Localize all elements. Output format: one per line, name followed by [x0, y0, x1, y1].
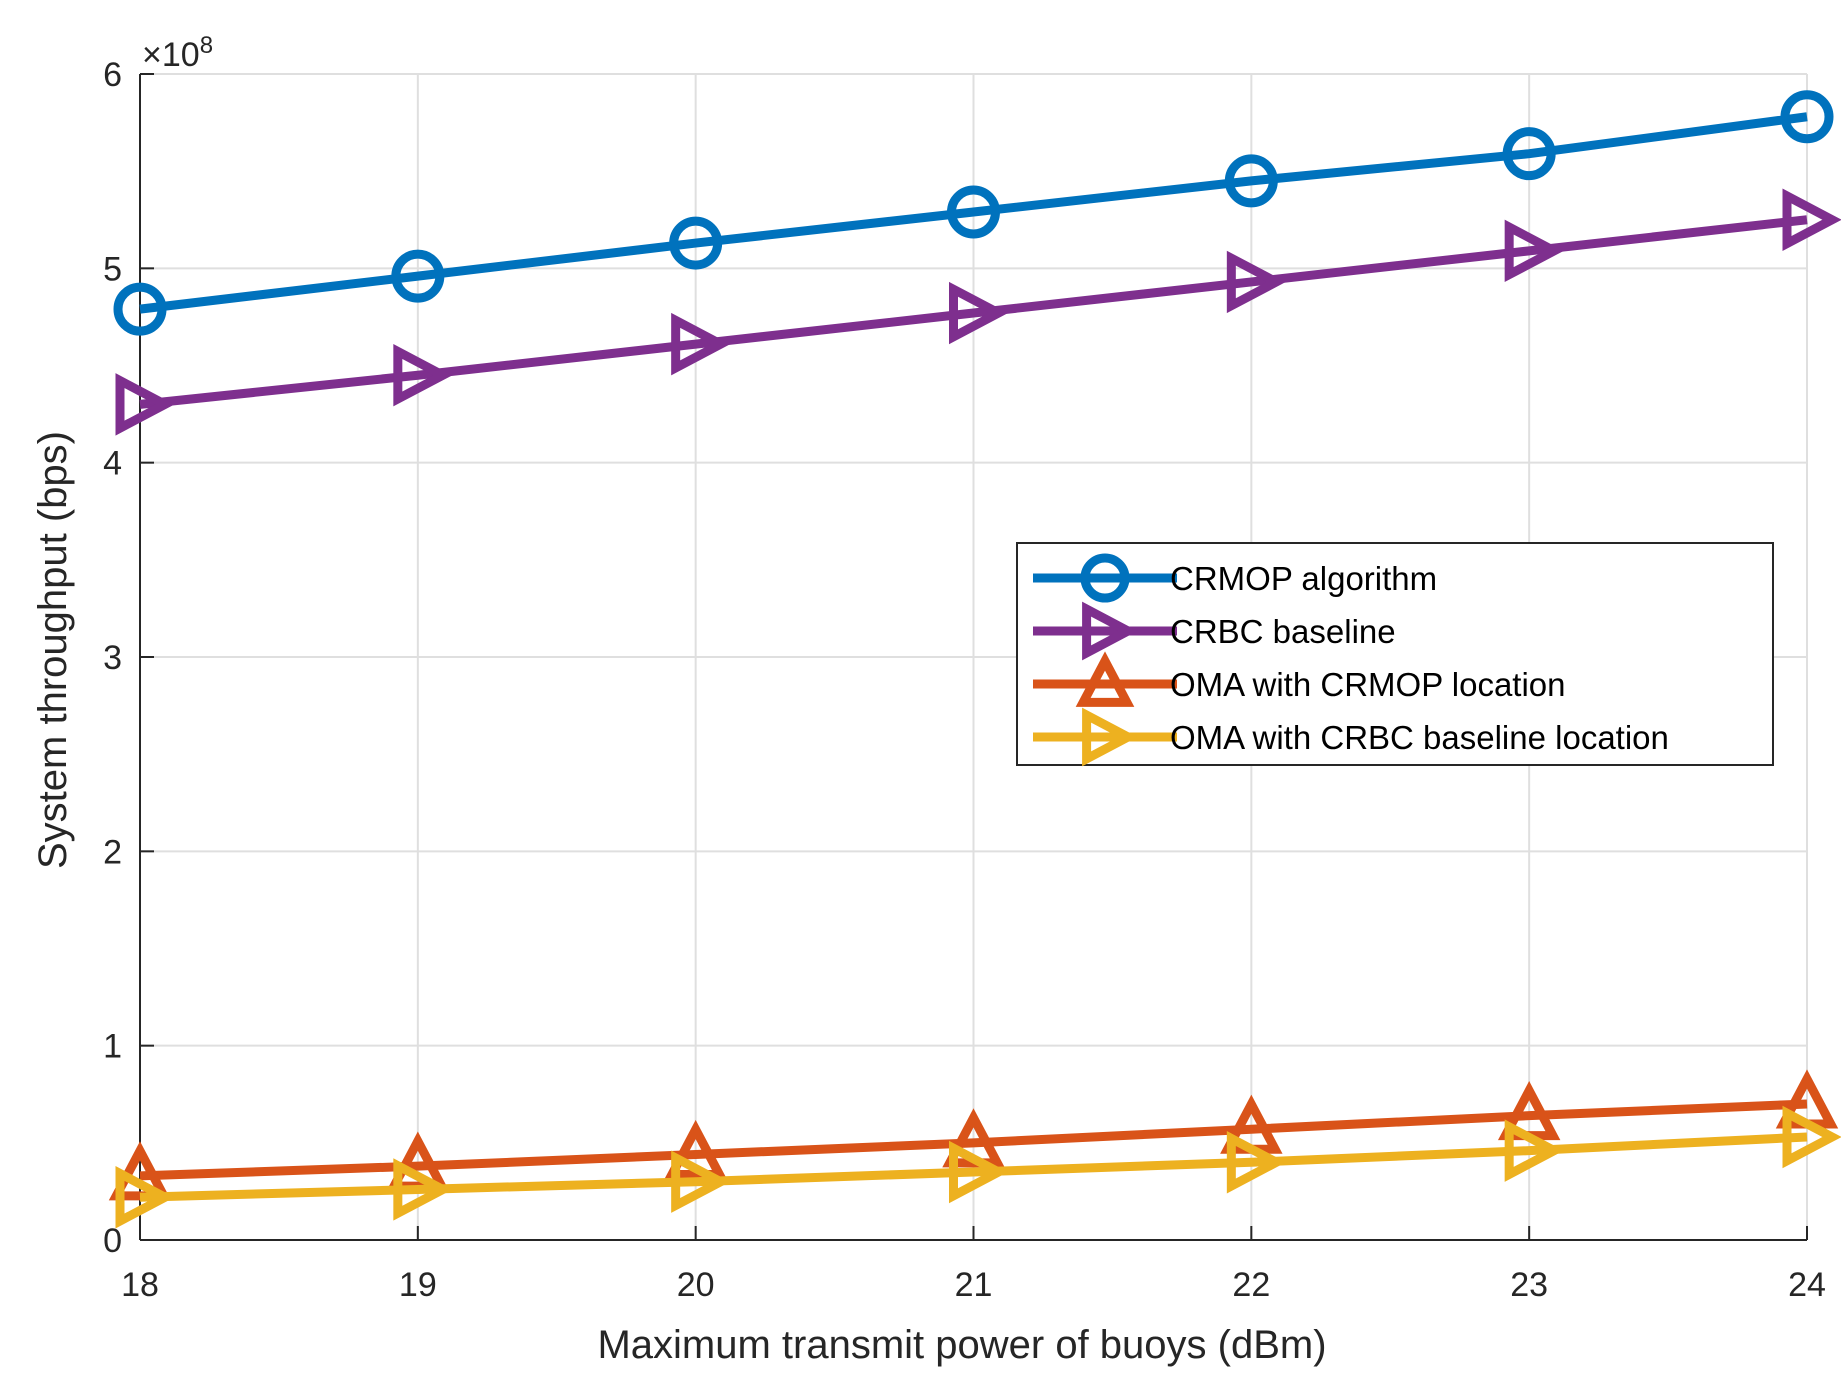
legend-label: OMA with CRBC baseline location — [1170, 719, 1669, 756]
legend-label: CRBC baseline — [1170, 613, 1396, 650]
y-tick-label: 0 — [103, 1222, 122, 1260]
legend-marker — [1082, 707, 1138, 767]
legend-marker — [1080, 553, 1130, 603]
legend-marker — [1082, 601, 1138, 661]
series-line — [139, 215, 1808, 409]
data-point — [115, 1166, 175, 1229]
x-tick-label: 18 — [121, 1266, 159, 1304]
data-point — [113, 282, 167, 336]
y-tick-label: 2 — [103, 833, 122, 871]
legend-marker — [1075, 651, 1135, 707]
data-point — [1504, 1119, 1564, 1182]
legend: CRMOP algorithm CRBC baseline OMA with CRM… — [1016, 542, 1774, 767]
x-tick-label: 24 — [1788, 1266, 1826, 1304]
data-point — [949, 281, 1009, 345]
data-point — [391, 249, 445, 303]
y-exponent-base: ×10 — [142, 36, 200, 74]
y-tick-labels: 0 1 2 3 4 5 6 — [103, 56, 122, 1260]
x-axis-label: Maximum transmit power of buoys (dBm) — [597, 1323, 1326, 1367]
y-tick-label: 6 — [103, 56, 122, 94]
data-point — [664, 1119, 727, 1179]
y-axis-label: System throughput (bps) — [31, 431, 75, 869]
plot-area — [108, 90, 1841, 1229]
x-tick-label: 19 — [399, 1266, 437, 1304]
y-tick-label: 3 — [103, 639, 122, 677]
x-tick-labels: 18 19 20 21 22 23 24 — [121, 1266, 1826, 1304]
data-point — [393, 344, 453, 407]
data-point — [393, 1158, 453, 1221]
legend-item: CRBC baseline — [1033, 601, 1396, 661]
data-point — [671, 1150, 731, 1213]
x-tick-label: 23 — [1510, 1266, 1548, 1304]
data-point — [949, 1140, 1009, 1204]
axes — [139, 73, 1808, 1241]
series-line — [139, 1132, 1808, 1202]
series-line — [139, 112, 1808, 314]
series-2 — [115, 188, 1841, 436]
legend-item: OMA with CRMOP location — [1033, 651, 1566, 707]
y-tick-label: 1 — [103, 1028, 122, 1066]
data-point — [1782, 188, 1841, 251]
legend-label: CRMOP algorithm — [1170, 560, 1437, 597]
data-point — [1780, 90, 1834, 144]
data-point — [671, 312, 731, 376]
series-4 — [115, 1105, 1841, 1229]
data-point — [115, 373, 175, 436]
y-tick-label: 4 — [103, 445, 122, 483]
x-tick-label: 22 — [1232, 1266, 1270, 1304]
data-point — [1782, 1105, 1841, 1169]
data-point — [1226, 1131, 1286, 1194]
y-exponent-power: 8 — [200, 32, 213, 59]
legend-item: OMA with CRBC baseline location — [1033, 707, 1669, 767]
data-point — [669, 216, 723, 270]
data-point — [1502, 127, 1556, 181]
data-point — [1226, 250, 1286, 314]
legend-label: OMA with CRMOP location — [1170, 666, 1566, 703]
data-point — [947, 185, 1000, 239]
series-1 — [113, 90, 1834, 336]
x-tick-label: 20 — [677, 1266, 715, 1304]
series-line — [139, 1099, 1808, 1181]
legend-item: CRMOP algorithm — [1033, 553, 1437, 603]
data-point — [1224, 154, 1278, 208]
y-tick-label: 5 — [103, 250, 122, 288]
data-point — [1504, 219, 1564, 283]
y-exponent-label: ×108 — [142, 32, 213, 74]
x-tick-label: 21 — [955, 1266, 993, 1304]
